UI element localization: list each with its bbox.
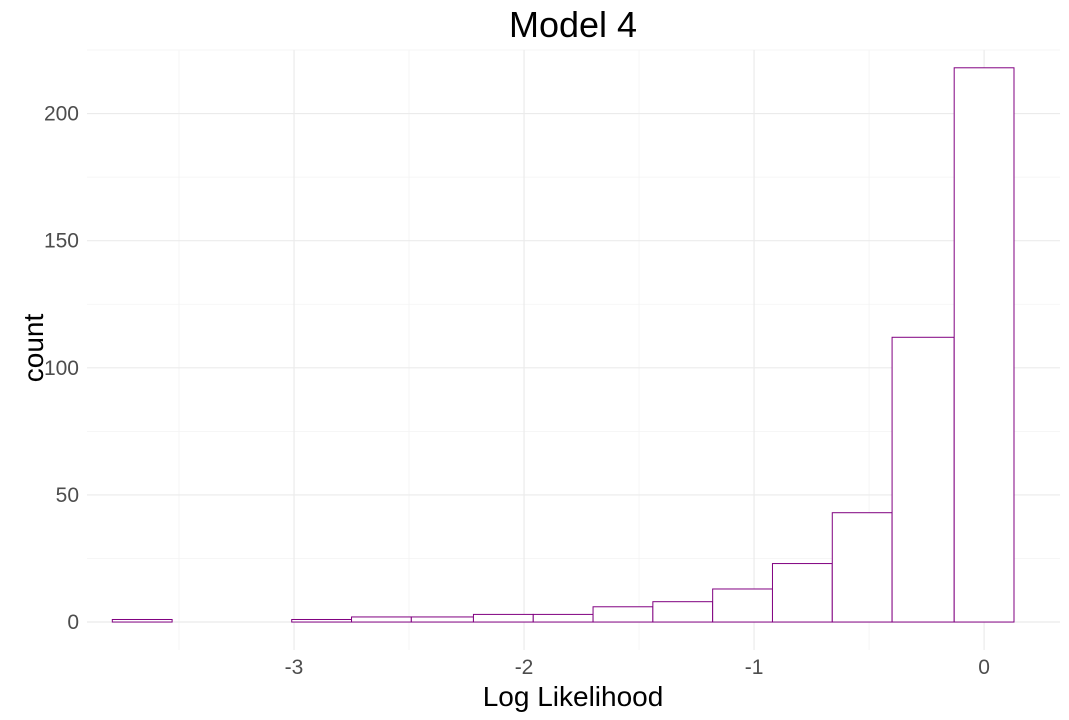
histogram-bar (891, 336, 955, 623)
histogram-bar (771, 563, 833, 623)
y-tick-label: 150 (44, 230, 79, 253)
y-tick-label: 200 (44, 103, 79, 126)
histogram-bar (953, 67, 1015, 623)
histogram-bar (472, 613, 534, 623)
y-axis-title: count (18, 314, 49, 383)
histogram-bar (111, 618, 173, 623)
y-tick-label: 0 (67, 611, 79, 634)
x-tick-label: -3 (285, 656, 304, 679)
x-tick-label: -2 (515, 656, 534, 679)
histogram-bar (351, 616, 412, 623)
minor-gridlines (87, 49, 1060, 650)
x-tick-label: -1 (745, 656, 764, 679)
histogram-bar (831, 512, 893, 623)
y-axis-tick-labels: 0 50 100 150 200 (44, 103, 79, 634)
y-tick-label: 50 (56, 484, 79, 507)
y-tick-label: 100 (44, 357, 79, 380)
histogram-bar (410, 616, 474, 623)
histogram-bar (532, 613, 594, 623)
histogram-bar (592, 606, 654, 623)
histogram-bars (111, 67, 1015, 623)
x-tick-label: 0 (978, 656, 990, 679)
x-axis-tick-labels: -3 -2 -1 0 (285, 656, 990, 679)
histogram-bar (291, 618, 353, 623)
x-axis-title: Log Likelihood (483, 681, 664, 712)
chart-title: Model 4 (509, 4, 637, 45)
histogram-bar (712, 588, 773, 623)
histogram-bar (652, 601, 714, 623)
